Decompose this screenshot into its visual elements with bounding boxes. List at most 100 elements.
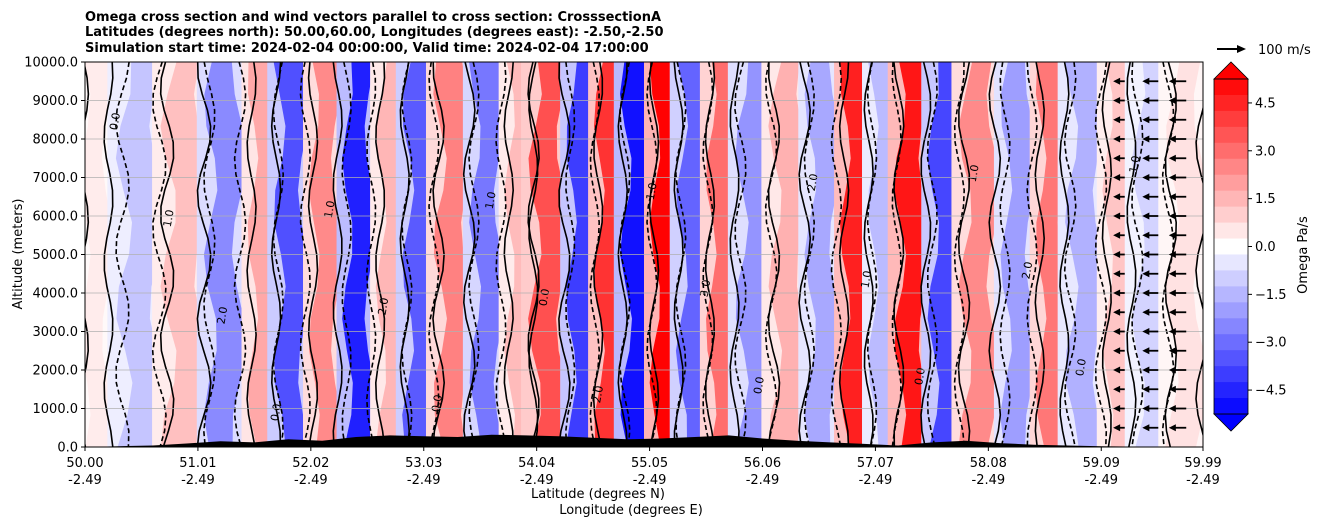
y-tick-label: 0.0: [57, 441, 78, 456]
x-tick-label-lon: -2.49: [520, 473, 554, 488]
colorbar-segment: [1214, 318, 1248, 335]
wind-vector: [1168, 77, 1187, 85]
colorbar-tick-label: −3.0: [1255, 336, 1287, 351]
y-tick-label: 6000.0: [33, 210, 79, 225]
wind-vector: [1168, 347, 1187, 355]
x-tick-label-lat: 59.09: [1083, 456, 1120, 471]
contour-label: 1.0: [644, 182, 660, 201]
contour-line: [115, 62, 130, 447]
x-tick-label-lat: 58.08: [970, 456, 1007, 471]
colorbar-segment: [1214, 334, 1248, 351]
x-tick-label-lon: -2.49: [181, 473, 215, 488]
contour-label: 1.0: [322, 200, 338, 219]
x-tick-label-lat: 59.99: [1184, 456, 1221, 471]
wind-vector: [1113, 347, 1125, 355]
x-tick-label-lat: 53.03: [405, 456, 442, 471]
wind-vector: [1142, 405, 1159, 412]
quiver-key: 100 m/s: [1217, 43, 1311, 58]
wind-vector: [1113, 289, 1125, 297]
x-tick-label-lat: 52.02: [292, 456, 329, 471]
wind-vector: [1168, 97, 1187, 104]
chart-title-line-3: Simulation start time: 2024-02-04 00:00:…: [85, 41, 649, 56]
contour-line: [151, 62, 167, 447]
wind-vector: [1113, 385, 1125, 393]
wind-vectors: [1113, 77, 1187, 432]
wind-vector: [1113, 328, 1125, 335]
colorbar-tick-label: −4.5: [1255, 384, 1287, 399]
wind-vector: [1142, 135, 1159, 143]
colorbar-segment: [1214, 270, 1248, 287]
y-tick-label: 9000.0: [33, 94, 79, 109]
colorbar-extend-max: [1213, 61, 1249, 80]
wind-vector: [1113, 193, 1125, 201]
colorbar-segment: [1214, 286, 1248, 303]
wind-vector: [1168, 424, 1187, 432]
quiver-key-label: 100 m/s: [1258, 43, 1311, 58]
x-tick-label-lon: -2.49: [972, 473, 1006, 488]
colorbar-extend-min: [1213, 413, 1249, 432]
colorbar-segment: [1214, 79, 1248, 96]
x-tick-label-lon: -2.49: [68, 473, 102, 488]
chart-title-line-2: Latitudes (degrees north): 50.00,60.00, …: [85, 25, 664, 40]
contour-label: 0.0: [1073, 358, 1089, 377]
x-axis: 50.00 -2.49 51.01 -2.49 52.02 -2.49 53.03 -2.49…: [66, 447, 1222, 488]
x-tick-label-lon: -2.49: [294, 473, 328, 488]
colorbar-segment: [1214, 206, 1248, 224]
contour-label: 2.0: [215, 306, 231, 325]
wind-vector: [1142, 289, 1159, 297]
colorbar: 4.5 3.0 1.5 0.0 −1.5 −3.0 −4.5: [1213, 61, 1287, 432]
y-tick-label: 8000.0: [33, 133, 79, 148]
wind-vector: [1168, 251, 1187, 258]
contour-label: 2.0: [590, 385, 606, 404]
terrain-silhouette: [85, 434, 1203, 447]
wind-vector: [1142, 212, 1159, 220]
colorbar-segment: [1214, 350, 1248, 367]
wind-vector: [1113, 97, 1125, 104]
wind-vector: [1168, 308, 1187, 316]
contour-label: 1.0: [483, 191, 499, 210]
colorbar-segment: [1214, 302, 1248, 319]
contour-label: 0.0: [751, 376, 767, 395]
wind-vector: [1113, 270, 1125, 278]
wind-vector: [1168, 212, 1187, 220]
colorbar-tick-label: 1.5: [1255, 192, 1276, 207]
wind-vector: [1142, 308, 1159, 316]
x-tick-label-lat: 57.07: [857, 456, 894, 471]
wind-vector: [1142, 116, 1159, 124]
wind-vector: [1113, 366, 1125, 374]
x-tick-label-lon: -2.49: [859, 473, 893, 488]
x-tick-label-lat: 55.05: [631, 456, 668, 471]
y-tick-label: 7000.0: [33, 171, 79, 186]
wind-vector: [1168, 328, 1187, 335]
wind-vector: [1142, 154, 1159, 162]
colorbar-segment: [1214, 110, 1248, 128]
colorbar-segment: [1214, 142, 1248, 160]
colorbar-segment: [1214, 158, 1248, 176]
colorbar-tick-label: 4.5: [1255, 96, 1276, 111]
wind-vector: [1142, 251, 1159, 258]
contour-label: 0.0: [912, 367, 928, 386]
wind-vector: [1142, 231, 1159, 239]
wind-vector: [1142, 385, 1159, 393]
wind-vector: [1168, 289, 1187, 297]
y-tick-label: 5000.0: [33, 248, 79, 263]
colorbar-segment: [1214, 190, 1248, 208]
wind-vector: [1142, 97, 1159, 104]
wind-vector: [1113, 231, 1125, 239]
wind-vector: [1142, 424, 1159, 432]
wind-vector: [1168, 385, 1187, 393]
colorbar-segment: [1214, 398, 1248, 415]
wind-vector: [1168, 135, 1187, 143]
y-axis: 0.0 1000.0 2000.0 3000.0 4000.0 5000.0 6000.0 7…: [24, 56, 85, 456]
colorbar-tick-label: −1.5: [1255, 288, 1287, 303]
wind-vector: [1113, 251, 1125, 258]
contour-label: 1.0: [1127, 155, 1143, 174]
colorbar-tick-label: 3.0: [1255, 144, 1276, 159]
contour-label: 2.0: [375, 297, 391, 316]
colorbar-segment: [1214, 382, 1248, 399]
wind-vector: [1142, 174, 1159, 181]
wind-vector: [1142, 366, 1159, 374]
wind-vector: [1168, 231, 1187, 239]
colorbar-segment: [1214, 222, 1248, 240]
